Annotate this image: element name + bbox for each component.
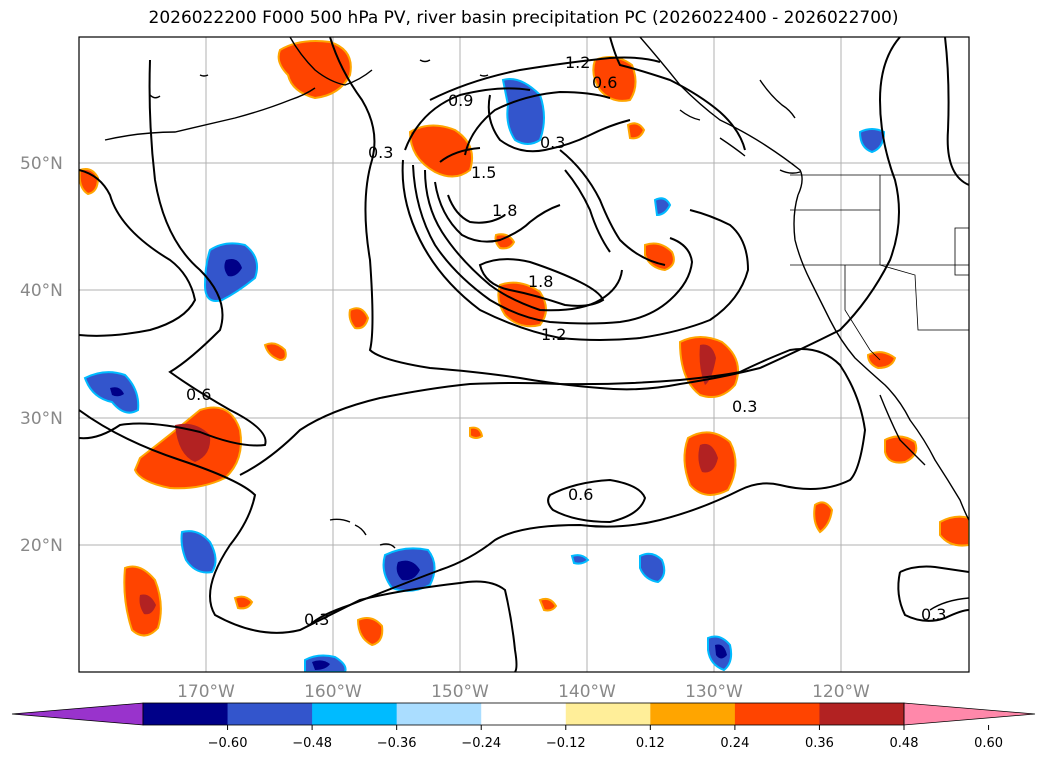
colorbar-frame bbox=[142, 702, 905, 726]
map-frame bbox=[78, 36, 970, 673]
colorbar-swatch bbox=[734, 703, 820, 725]
lon-label: 150°W bbox=[431, 682, 489, 702]
colorbar-extend-low bbox=[11, 702, 144, 726]
colorbar-tick-label: 0.24 bbox=[720, 736, 749, 751]
colorbar-extend-high bbox=[903, 702, 1036, 726]
contour-labels: 1.2 0.6 0.9 0.3 1.5 1.8 1.8 1.2 0.3 0.6 … bbox=[186, 53, 946, 629]
strong-negative-core bbox=[110, 259, 727, 670]
lon-label: 130°W bbox=[685, 682, 743, 702]
precipitation-anomalies bbox=[79, 40, 969, 672]
lon-label: 160°W bbox=[304, 682, 362, 702]
colorbar-swatch bbox=[650, 703, 736, 725]
colorbar-tick-label: −0.12 bbox=[546, 736, 586, 751]
contour-label: 0.3 bbox=[732, 397, 757, 416]
gridlines bbox=[79, 37, 969, 672]
colorbar-swatch bbox=[481, 703, 567, 725]
colorbar-tick-label: 0.60 bbox=[974, 736, 1003, 751]
latitude-labels: 50°N 40°N 30°N 20°N bbox=[20, 154, 63, 556]
contour-label: 0.6 bbox=[186, 385, 211, 404]
contour-label: 1.2 bbox=[565, 53, 590, 72]
lat-label: 30°N bbox=[20, 409, 63, 429]
contour-label: 0.6 bbox=[568, 485, 593, 504]
colorbar-tick-label: 0.48 bbox=[890, 736, 919, 751]
contour-label: 0.3 bbox=[368, 143, 393, 162]
colorbar-swatch bbox=[396, 703, 482, 725]
contour-label: 1.8 bbox=[528, 272, 553, 291]
contour-label: 1.2 bbox=[541, 325, 566, 344]
lat-label: 20°N bbox=[20, 536, 63, 556]
colorbar-tick-label: 0.12 bbox=[636, 736, 665, 751]
contour-label: 0.3 bbox=[540, 133, 565, 152]
contour-label: 0.6 bbox=[592, 73, 617, 92]
lon-label: 120°W bbox=[812, 682, 870, 702]
colorbar-tick-label: 0.36 bbox=[805, 736, 834, 751]
contour-label: 0.3 bbox=[304, 610, 329, 629]
colorbar-swatch bbox=[819, 703, 905, 725]
contour-label: 1.5 bbox=[471, 163, 496, 182]
contour-label: 0.3 bbox=[921, 605, 946, 624]
colorbar-tick-label: −0.48 bbox=[292, 736, 332, 751]
political-borders bbox=[790, 174, 969, 361]
colorbar-tick-label: −0.60 bbox=[208, 736, 248, 751]
longitude-labels: 170°W 160°W 150°W 140°W 130°W 120°W bbox=[177, 682, 870, 702]
contour-label: 1.8 bbox=[492, 201, 517, 220]
contour-label: 0.9 bbox=[448, 91, 473, 110]
colorbar-tick-label: −0.24 bbox=[461, 736, 501, 751]
colorbar-swatch bbox=[143, 703, 229, 725]
colorbar-swatch bbox=[312, 703, 398, 725]
lon-label: 170°W bbox=[177, 682, 235, 702]
negative-anomaly-blob bbox=[83, 78, 886, 672]
colorbar: −0.60 −0.48 −0.36 −0.24 −0.12 0.12 0.24 0.36 0.4… bbox=[11, 702, 1036, 751]
colorbar-swatch bbox=[227, 703, 313, 725]
colorbar-swatch bbox=[565, 703, 651, 725]
lat-label: 50°N bbox=[20, 154, 63, 174]
colorbar-tick-label: −0.36 bbox=[377, 736, 417, 751]
lat-label: 40°N bbox=[20, 281, 63, 301]
lon-label: 140°W bbox=[558, 682, 616, 702]
coastlines bbox=[104, 37, 969, 611]
map-title: 2026022200 F000 500 hPa PV, river basin … bbox=[148, 8, 899, 28]
pv-contours bbox=[79, 37, 969, 672]
